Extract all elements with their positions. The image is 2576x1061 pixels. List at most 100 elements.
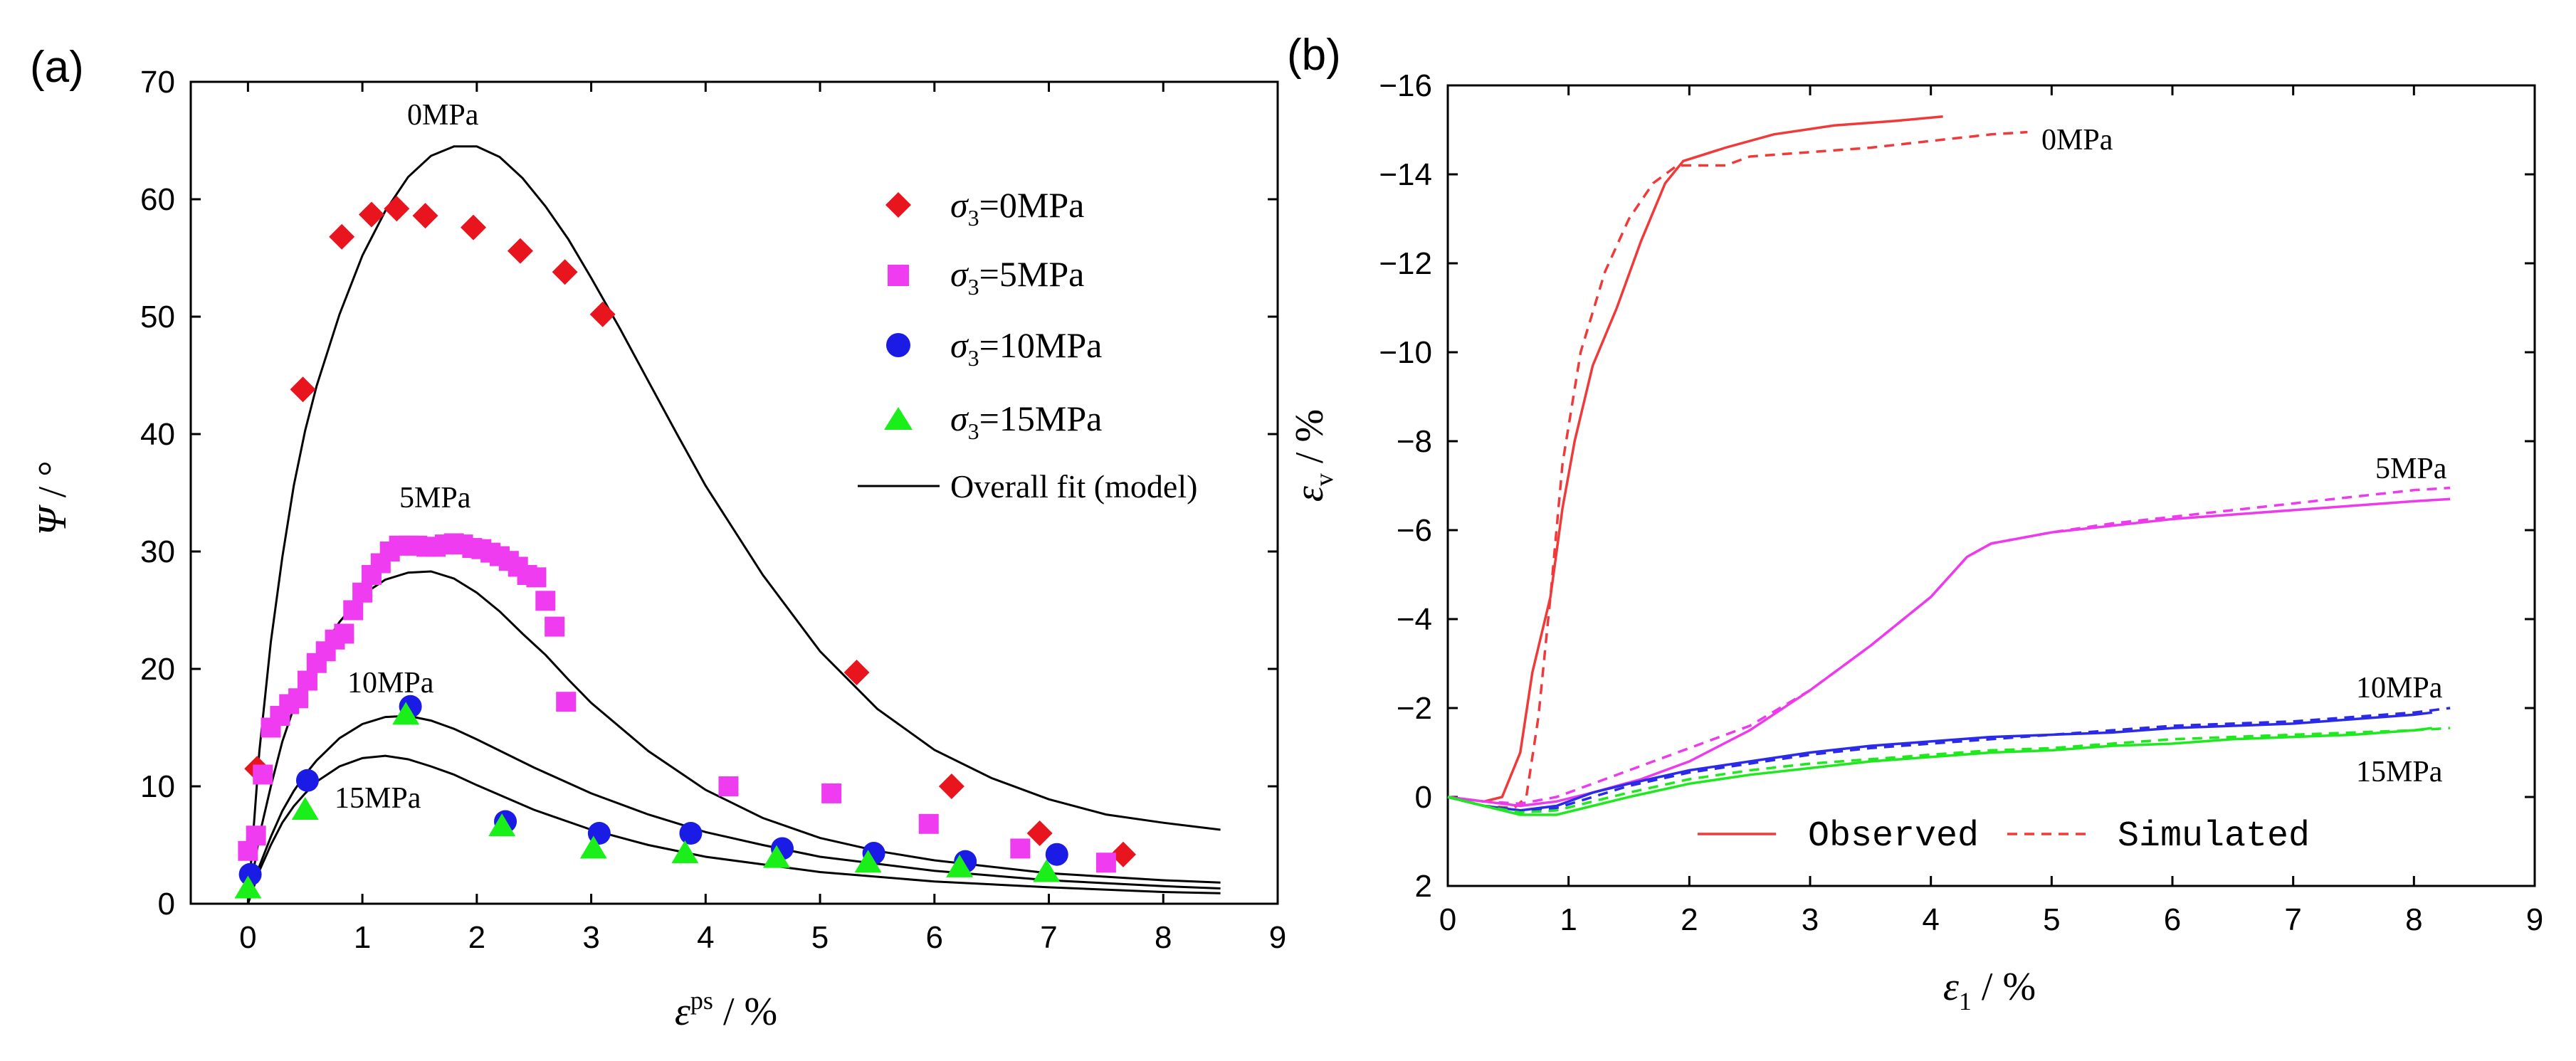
x-tick-label: 1 xyxy=(1560,902,1577,937)
x-tick-label: 6 xyxy=(2164,902,2181,937)
legend-text-observed: Observed xyxy=(1808,816,1979,857)
fit-curve-10mpa xyxy=(246,714,1221,904)
svg-text:σ3=15MPa: σ3=15MPa xyxy=(950,398,1102,444)
panel-a: (a) 0 1 2 3 4 5 6 7 8 9 0 10 20 30 40 50 60 70 0MPa 5MPa … xyxy=(30,43,1286,1034)
data-point-5mpa xyxy=(334,623,354,644)
data-point-0mpa xyxy=(290,376,316,403)
y-tick-label: 70 xyxy=(140,65,175,100)
y-tick-label: −10 xyxy=(1379,335,1432,370)
panel-a-fit-curves xyxy=(246,145,1221,904)
y-tick-label: 10 xyxy=(140,769,175,804)
data-point-5mpa xyxy=(288,688,309,709)
data-point-5mpa xyxy=(718,776,739,796)
data-point-5mpa xyxy=(545,616,565,637)
svg-text:σ3=0MPa: σ3=0MPa xyxy=(950,185,1084,231)
legend-subscript: 3 xyxy=(968,345,979,371)
curve-label-5mpa: 5MPa xyxy=(2375,453,2447,485)
legend-text: =10MPa xyxy=(979,325,1103,365)
data-point-15mpa xyxy=(291,797,319,820)
curve-label-0mpa: 0MPa xyxy=(2041,124,2113,157)
legend-marker-triangle xyxy=(884,407,913,430)
legend-subscript: 3 xyxy=(968,274,979,300)
x-tick-label: 4 xyxy=(1922,902,1939,937)
data-point-5mpa xyxy=(535,591,556,611)
x-tick-label: 3 xyxy=(582,920,599,955)
x-tick-label: 3 xyxy=(1802,902,1819,937)
legend-item-5mpa: σ3=5MPa xyxy=(888,254,1084,300)
legend-text-simulated: Simulated xyxy=(2118,816,2310,857)
y-tick-label: 0 xyxy=(158,887,175,922)
panel-a-ylabel: Ψ / ° xyxy=(31,460,75,535)
data-point-5mpa xyxy=(297,670,317,691)
x-tick-label: 8 xyxy=(2405,902,2422,937)
legend-item-fit: Overall fit (model) xyxy=(858,468,1197,505)
fit-curve-0mpa xyxy=(246,145,1221,904)
panel-b-ticks: 0 1 2 3 4 5 6 7 8 920−2−4−6−8−10−12−14−16 xyxy=(1379,68,2543,937)
data-point-0mpa xyxy=(1026,820,1053,846)
data-point-5mpa xyxy=(918,813,939,834)
x-tick-label: 9 xyxy=(2526,902,2543,937)
legend-symbol: σ xyxy=(950,254,969,294)
data-point-5mpa xyxy=(352,582,373,603)
legend-text: =15MPa xyxy=(979,398,1103,438)
panel-b-plot-frame xyxy=(1446,84,2536,887)
panel-b: (b) 0 1 2 3 4 5 6 7 8 920−2−4−6−8−10−12−14−16 0MP… xyxy=(1287,31,2543,1015)
line-5mpa-observed xyxy=(1447,497,2451,808)
curve-label-5mpa: 5MPa xyxy=(399,482,471,514)
data-point-0mpa xyxy=(938,774,964,799)
y-tick-label: −16 xyxy=(1379,68,1432,103)
line-0mpa-simulated xyxy=(1447,130,2028,810)
line-5mpa-simulated xyxy=(1447,486,2451,806)
data-point-15mpa xyxy=(579,835,607,859)
panel-b-lines xyxy=(1447,115,2451,816)
x-tick-label: 5 xyxy=(2043,902,2060,937)
legend-item-10mpa: σ3=10MPa xyxy=(886,325,1102,371)
data-point-5mpa xyxy=(253,764,273,785)
x-tick-label: 0 xyxy=(1439,902,1456,937)
data-point-10mpa xyxy=(1045,843,1068,866)
fit-curve-5mpa xyxy=(246,570,1221,904)
panel-b-label: (b) xyxy=(1287,31,1341,80)
data-point-15mpa xyxy=(488,813,516,837)
legend-marker-square xyxy=(888,265,909,286)
y-tick-label: −4 xyxy=(1397,602,1432,637)
x-tick-label: 6 xyxy=(926,920,943,955)
panel-a-plot-frame xyxy=(189,80,1279,905)
data-point-15mpa xyxy=(234,875,262,899)
legend-item-0mpa: σ3=0MPa xyxy=(885,185,1084,231)
y-tick-label: −8 xyxy=(1397,424,1432,459)
x-tick-label: 8 xyxy=(1155,920,1172,955)
x-tick-label: 7 xyxy=(1040,920,1057,955)
data-point-0mpa xyxy=(329,223,355,250)
data-point-0mpa xyxy=(589,301,616,327)
legend-text: =0MPa xyxy=(979,185,1085,225)
line-15mpa-observed xyxy=(1447,727,2433,816)
data-point-15mpa xyxy=(854,850,882,873)
line-0mpa-observed xyxy=(1447,115,1943,803)
data-point-5mpa xyxy=(526,567,547,588)
data-point-5mpa xyxy=(556,692,577,712)
curve-label-10mpa: 10MPa xyxy=(347,667,434,700)
panel-a-data-points xyxy=(234,196,1137,899)
y-tick-label: 40 xyxy=(140,417,175,452)
data-point-10mpa xyxy=(679,822,703,845)
legend-item-15mpa: σ3=15MPa xyxy=(884,398,1102,444)
data-point-0mpa xyxy=(461,214,487,241)
data-point-0mpa xyxy=(358,201,384,228)
data-point-5mpa xyxy=(1095,853,1116,873)
fit-curve-15mpa xyxy=(246,754,1221,904)
x-tick-label: 9 xyxy=(1269,920,1286,955)
y-tick-label: −12 xyxy=(1379,246,1432,281)
legend-symbol: σ xyxy=(950,398,969,438)
curve-label-10mpa: 10MPa xyxy=(2356,672,2443,704)
data-point-15mpa xyxy=(946,854,974,877)
y-tick-label: 0 xyxy=(1415,780,1432,815)
legend-text: =5MPa xyxy=(979,254,1085,294)
x-tick-label: 2 xyxy=(468,920,485,955)
curve-label-0mpa: 0MPa xyxy=(407,99,479,132)
panel-a-xlabel: εps / % xyxy=(675,986,777,1034)
y-tick-label: 50 xyxy=(140,300,175,334)
svg-text:σ3=10MPa: σ3=10MPa xyxy=(950,325,1102,371)
data-point-5mpa xyxy=(821,783,842,803)
panel-a-curve-labels: 0MPa 5MPa 10MPa 15MPa xyxy=(335,99,479,815)
